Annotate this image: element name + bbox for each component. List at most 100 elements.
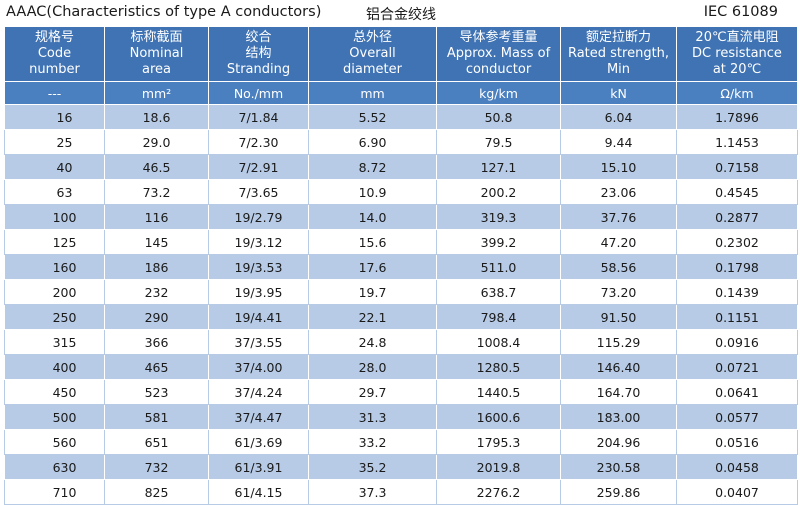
cell-stranding: 19/4.41 bbox=[208, 304, 309, 330]
cell-nominal-area: 73.2 bbox=[104, 179, 209, 205]
unit-cell: Ω/km bbox=[676, 81, 798, 105]
cell-code-number: 560 bbox=[4, 429, 105, 455]
cell-mass: 798.4 bbox=[436, 304, 561, 330]
cell-rated-strength: 58.56 bbox=[560, 254, 677, 280]
cell-code-number: 16 bbox=[4, 104, 105, 130]
cell-rated-strength: 204.96 bbox=[560, 429, 677, 455]
header-en-line1: Rated strength, bbox=[567, 46, 670, 61]
header-en-line1: Overall bbox=[349, 46, 396, 61]
table-row: 560 651 61/3.69 33.2 1795.3 204.96 0.0516 bbox=[4, 429, 798, 455]
header-zh: 标称截面 bbox=[130, 30, 183, 45]
cell-overall-diameter: 22.1 bbox=[308, 304, 437, 330]
cell-overall-diameter: 8.72 bbox=[308, 154, 437, 180]
cell-code-number: 160 bbox=[4, 254, 105, 280]
cell-dc-resistance: 0.0516 bbox=[676, 429, 798, 455]
cell-stranding: 37/4.24 bbox=[208, 379, 309, 405]
cell-nominal-area: 29.0 bbox=[104, 129, 209, 155]
table-row: 500 581 37/4.47 31.3 1600.6 183.00 0.0577 bbox=[4, 404, 798, 430]
header-dc-resistance: 20℃直流电阻 DC resistance at 20℃ bbox=[676, 26, 798, 82]
unit-cell: kg/km bbox=[436, 81, 561, 105]
cell-dc-resistance: 0.0721 bbox=[676, 354, 798, 380]
cell-code-number: 200 bbox=[4, 279, 105, 305]
cell-stranding: 7/1.84 bbox=[208, 104, 309, 130]
cell-dc-resistance: 0.1439 bbox=[676, 279, 798, 305]
table-row: 100 116 19/2.79 14.0 319.3 37.76 0.2877 bbox=[4, 204, 798, 230]
conductor-characteristics-table: 规格号 Code number 标称截面 Nominal area 绞合 结构 … bbox=[4, 26, 798, 505]
cell-dc-resistance: 0.1151 bbox=[676, 304, 798, 330]
cell-nominal-area: 186 bbox=[104, 254, 209, 280]
cell-code-number: 315 bbox=[4, 329, 105, 355]
cell-dc-resistance: 0.0641 bbox=[676, 379, 798, 405]
cell-nominal-area: 465 bbox=[104, 354, 209, 380]
cell-overall-diameter: 10.9 bbox=[308, 179, 437, 205]
cell-nominal-area: 46.5 bbox=[104, 154, 209, 180]
cell-rated-strength: 183.00 bbox=[560, 404, 677, 430]
cell-mass: 79.5 bbox=[436, 129, 561, 155]
header-zh: 绞合 bbox=[245, 30, 272, 45]
cell-mass: 399.2 bbox=[436, 229, 561, 255]
header-en-line1: DC resistance bbox=[692, 46, 782, 61]
table-header-row: 规格号 Code number 标称截面 Nominal area 绞合 结构 … bbox=[4, 26, 798, 82]
unit-cell: mm² bbox=[104, 81, 209, 105]
unit-cell: mm bbox=[308, 81, 437, 105]
cell-stranding: 61/3.69 bbox=[208, 429, 309, 455]
cell-rated-strength: 47.20 bbox=[560, 229, 677, 255]
header-zh: 导体参考重量 bbox=[459, 30, 538, 45]
table-row: 63 73.2 7/3.65 10.9 200.2 23.06 0.4545 bbox=[4, 179, 798, 205]
cell-dc-resistance: 0.0577 bbox=[676, 404, 798, 430]
cell-code-number: 450 bbox=[4, 379, 105, 405]
cell-stranding: 37/4.47 bbox=[208, 404, 309, 430]
cell-stranding: 19/3.95 bbox=[208, 279, 309, 305]
cell-stranding: 37/4.00 bbox=[208, 354, 309, 380]
unit-cell: kN bbox=[560, 81, 677, 105]
cell-code-number: 400 bbox=[4, 354, 105, 380]
cell-stranding: 61/3.91 bbox=[208, 454, 309, 480]
header-zh: 20℃直流电阻 bbox=[695, 30, 779, 45]
header-stranding: 绞合 结构 Stranding bbox=[208, 26, 309, 82]
cell-dc-resistance: 0.4545 bbox=[676, 179, 798, 205]
title-bar: AAAC(Characteristics of type A conductor… bbox=[0, 0, 800, 26]
cell-overall-diameter: 19.7 bbox=[308, 279, 437, 305]
cell-mass: 511.0 bbox=[436, 254, 561, 280]
header-en-line1: Code bbox=[37, 46, 72, 61]
header-en-line2: number bbox=[29, 62, 80, 77]
page-subtitle-chinese: 铝合金绞线 bbox=[366, 7, 436, 23]
header-overall-diameter: 总外径 Overall diameter bbox=[308, 26, 437, 82]
cell-code-number: 125 bbox=[4, 229, 105, 255]
cell-overall-diameter: 5.52 bbox=[308, 104, 437, 130]
cell-dc-resistance: 0.2877 bbox=[676, 204, 798, 230]
cell-code-number: 40 bbox=[4, 154, 105, 180]
table-row: 25 29.0 7/2.30 6.90 79.5 9.44 1.1453 bbox=[4, 129, 798, 155]
cell-rated-strength: 37.76 bbox=[560, 204, 677, 230]
cell-nominal-area: 732 bbox=[104, 454, 209, 480]
cell-overall-diameter: 35.2 bbox=[308, 454, 437, 480]
table-row: 630 732 61/3.91 35.2 2019.8 230.58 0.0458 bbox=[4, 454, 798, 480]
cell-dc-resistance: 0.2302 bbox=[676, 229, 798, 255]
cell-mass: 638.7 bbox=[436, 279, 561, 305]
cell-overall-diameter: 33.2 bbox=[308, 429, 437, 455]
cell-stranding: 7/2.91 bbox=[208, 154, 309, 180]
table-row: 250 290 19/4.41 22.1 798.4 91.50 0.1151 bbox=[4, 304, 798, 330]
cell-overall-diameter: 31.3 bbox=[308, 404, 437, 430]
cell-code-number: 63 bbox=[4, 179, 105, 205]
cell-nominal-area: 581 bbox=[104, 404, 209, 430]
header-zh: 额定拉断力 bbox=[585, 30, 651, 45]
header-nominal-area: 标称截面 Nominal area bbox=[104, 26, 209, 82]
cell-mass: 50.8 bbox=[436, 104, 561, 130]
cell-nominal-area: 523 bbox=[104, 379, 209, 405]
cell-overall-diameter: 6.90 bbox=[308, 129, 437, 155]
table-row: 16 18.6 7/1.84 5.52 50.8 6.04 1.7896 bbox=[4, 104, 798, 130]
cell-dc-resistance: 0.7158 bbox=[676, 154, 798, 180]
cell-dc-resistance: 0.1798 bbox=[676, 254, 798, 280]
table-row: 315 366 37/3.55 24.8 1008.4 115.29 0.0916 bbox=[4, 329, 798, 355]
cell-mass: 127.1 bbox=[436, 154, 561, 180]
units-row: --- mm² No./mm mm kg/km kN Ω/km bbox=[4, 81, 798, 105]
cell-mass: 1440.5 bbox=[436, 379, 561, 405]
cell-code-number: 25 bbox=[4, 129, 105, 155]
cell-nominal-area: 18.6 bbox=[104, 104, 209, 130]
cell-dc-resistance: 0.0458 bbox=[676, 454, 798, 480]
cell-code-number: 500 bbox=[4, 404, 105, 430]
cell-nominal-area: 145 bbox=[104, 229, 209, 255]
header-mass: 导体参考重量 Approx. Mass of conductor bbox=[436, 26, 561, 82]
table-row: 200 232 19/3.95 19.7 638.7 73.20 0.1439 bbox=[4, 279, 798, 305]
